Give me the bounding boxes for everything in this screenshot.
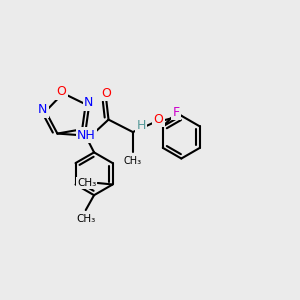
Text: CH₃: CH₃ xyxy=(124,156,142,166)
Text: O: O xyxy=(154,113,164,126)
Text: N: N xyxy=(38,103,47,116)
Text: F: F xyxy=(172,106,180,119)
Text: H: H xyxy=(136,119,146,132)
Text: O: O xyxy=(101,87,111,100)
Text: N: N xyxy=(84,96,93,109)
Text: CH₃: CH₃ xyxy=(76,214,95,224)
Text: O: O xyxy=(57,85,67,98)
Text: NH: NH xyxy=(77,129,96,142)
Text: CH₃: CH₃ xyxy=(77,178,96,188)
